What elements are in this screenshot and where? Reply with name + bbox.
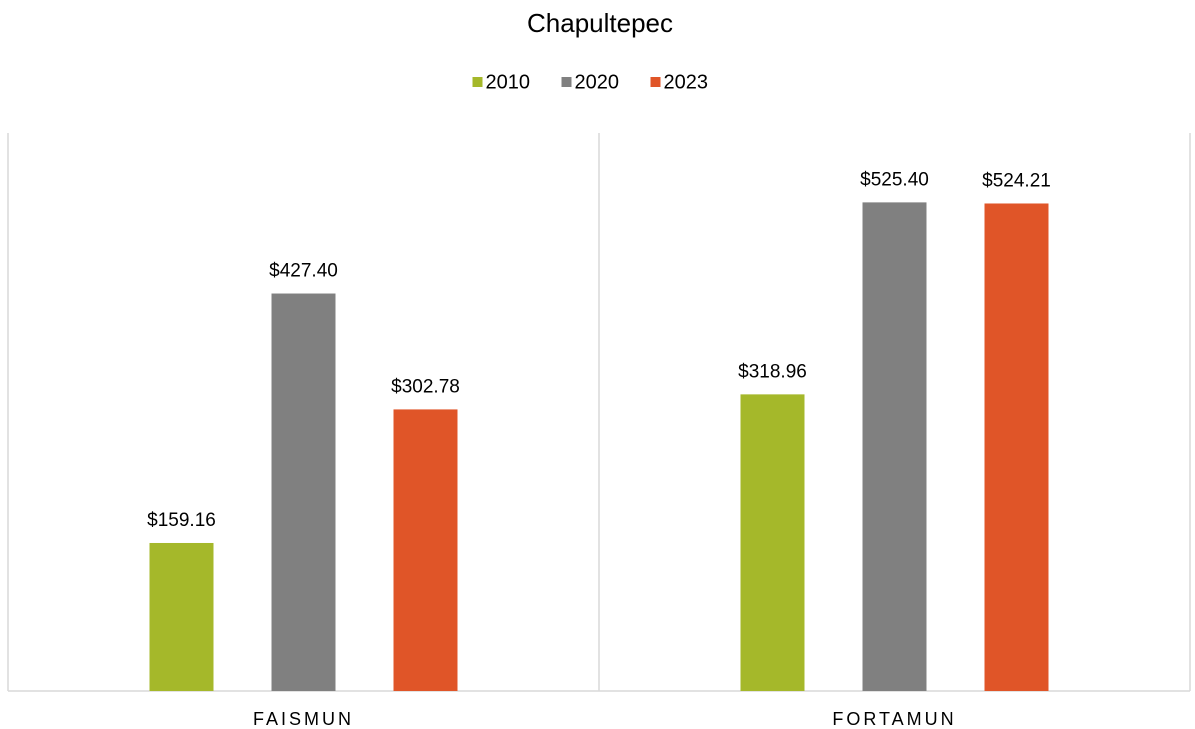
data-label: $159.16	[147, 510, 216, 531]
legend-label: 2023	[664, 71, 709, 93]
x-tick-label: FAISMUN	[253, 709, 354, 729]
x-tick-label: FORTAMUN	[832, 709, 956, 729]
bar	[271, 293, 336, 691]
bar	[740, 394, 805, 691]
chart-title: Chapultepec	[527, 8, 673, 38]
data-label: $427.40	[269, 261, 338, 282]
bar	[393, 409, 458, 691]
data-label: $318.96	[738, 361, 807, 382]
bar	[984, 203, 1049, 692]
bar	[149, 542, 214, 691]
data-label: $524.21	[982, 171, 1051, 192]
legend-swatch	[561, 77, 572, 87]
legend-swatch	[650, 77, 661, 87]
data-label: $302.78	[391, 376, 460, 397]
legend-label: 2020	[575, 71, 620, 93]
bar	[862, 202, 927, 692]
legend-swatch	[472, 77, 483, 87]
data-label: $525.40	[860, 169, 929, 190]
legend-label: 2010	[486, 71, 531, 93]
